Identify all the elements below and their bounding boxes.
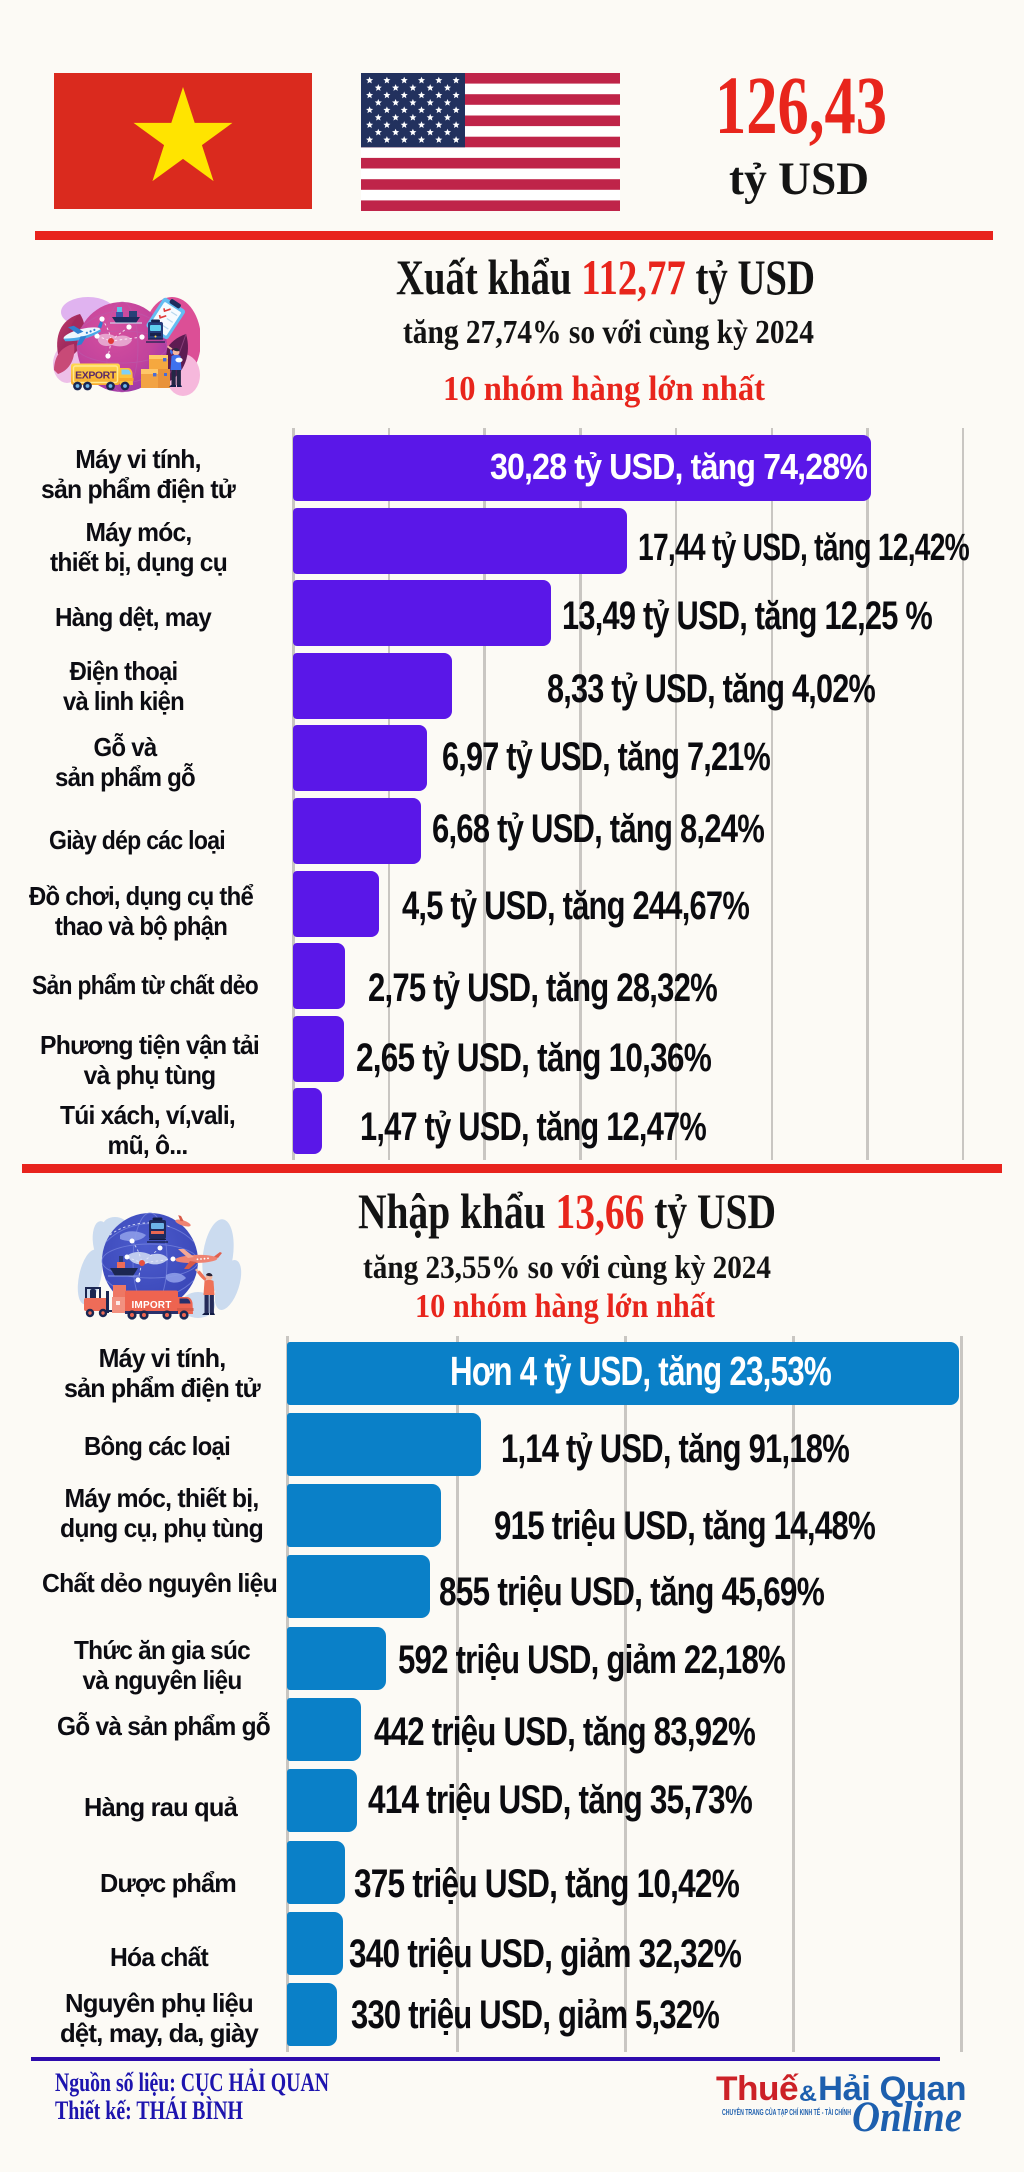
svg-text:IMPORT: IMPORT [131,1300,171,1311]
svg-text:EXPORT: EXPORT [75,370,117,382]
